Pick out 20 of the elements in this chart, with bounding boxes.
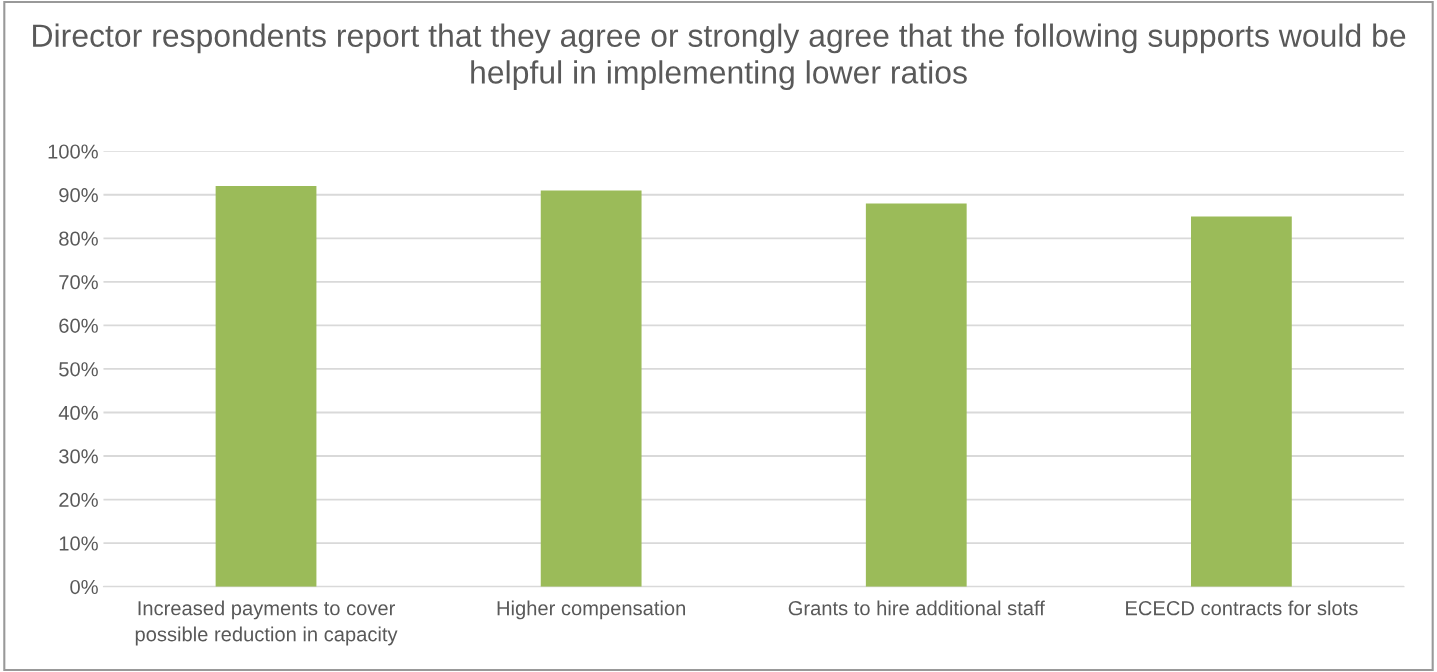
x-tick-label: Increased payments to cover possible reduction in capacity: [135, 600, 398, 646]
chart-title: Director respondents report that they agree or strongly agree that the following supports would be helpful in implementing lower ratios: [33, 23, 1406, 91]
y-tick-label: 80%: [59, 231, 98, 246]
y-tick-label: 10%: [59, 536, 98, 551]
x-tick-label: Higher compensation: [497, 600, 685, 620]
y-tick-label: 40%: [58, 405, 98, 420]
x-tick-label: ECECD contracts for slots: [1126, 600, 1358, 616]
y-tick-label: 60%: [59, 318, 98, 333]
bar: [865, 203, 967, 587]
y-tick-label: 100%: [48, 144, 98, 159]
bar: [1190, 216, 1292, 587]
y-tick-label: 90%: [59, 187, 98, 203]
y-tick-label: 70%: [59, 275, 98, 290]
y-tick-label: 30%: [59, 449, 98, 464]
x-tick-label: Grants to hire additional staff: [788, 600, 1045, 616]
y-tick-label: 0%: [70, 579, 98, 595]
bar: [215, 186, 317, 587]
y-tick-label: 20%: [59, 492, 98, 508]
bar: [540, 190, 642, 587]
y-tick-label: 50%: [59, 362, 98, 377]
